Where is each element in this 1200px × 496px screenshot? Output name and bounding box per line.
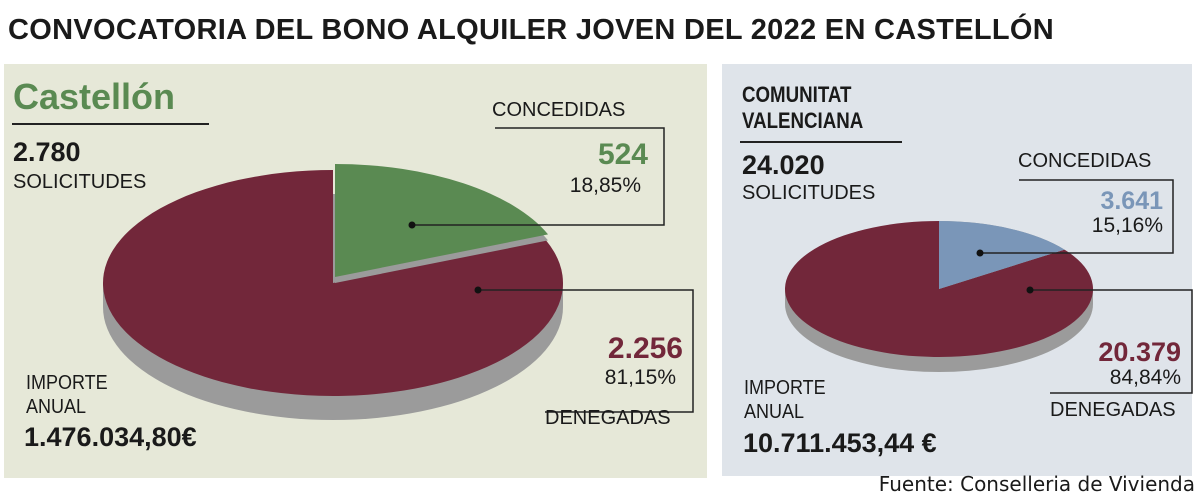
castellon-denied-label: DENEGADAS — [545, 407, 671, 429]
cv-amount-label-1: IMPORTE — [744, 377, 826, 399]
cv-applications: 24.020 — [742, 150, 825, 180]
cv-denied-value: 20.379 — [1098, 337, 1181, 367]
divider — [740, 141, 902, 143]
castellon-amount-label-1: IMPORTE — [26, 372, 108, 394]
castellon-granted-label: CONCEDIDAS — [492, 99, 626, 121]
cv-denied-leader-dot — [1026, 286, 1034, 294]
cv-granted-percent: 15,16% — [1091, 214, 1163, 237]
cv-title-2: VALENCIANA — [742, 108, 864, 133]
castellon-denied-leader-dot — [474, 286, 482, 294]
castellon-granted-leader — [412, 127, 665, 226]
castellon-slice-concedidas — [335, 164, 549, 277]
page-title: CONVOCATORIA DEL BONO ALQUILER JOVEN DEL… — [8, 14, 1054, 46]
cv-denied-percent: 84,84% — [1109, 366, 1181, 389]
castellon-denied-leader — [478, 289, 694, 413]
castellon-applications-label: SOLICITUDES — [13, 171, 147, 193]
cv-granted-leader — [980, 179, 1174, 254]
castellon-granted-leader-dot — [408, 221, 416, 229]
castellon-granted-value: 524 — [597, 138, 648, 171]
cv-denied-label: DENEGADAS — [1050, 399, 1176, 421]
castellon-slice-denegadas — [102, 170, 563, 396]
castellon-title: Castellón — [13, 76, 176, 117]
cv-slice-concedidas — [939, 221, 1065, 289]
cv-granted-label: CONCEDIDAS — [1018, 150, 1152, 172]
cv-title-1: COMUNITAT — [742, 82, 852, 107]
castellon-denied-percent: 81,15% — [604, 366, 676, 389]
cv-amount: 10.711.453,44 € — [743, 428, 937, 458]
cv-denied-leader — [1030, 289, 1193, 394]
cv-granted-value: 3.641 — [1100, 187, 1163, 215]
cv-amount-label-2: ANUAL — [744, 401, 805, 423]
source-note: Fuente: Conselleria de Vivienda — [878, 472, 1195, 496]
castellon-amount: 1.476.034,80€ — [24, 422, 197, 452]
cv-slice-denegadas — [784, 221, 1093, 357]
cv-granted-leader-dot — [976, 249, 984, 257]
cv-applications-label: SOLICITUDES — [742, 182, 876, 204]
castellon-applications: 2.780 — [13, 137, 81, 167]
divider — [12, 123, 209, 125]
castellon-granted-percent: 18,85% — [569, 174, 641, 197]
castellon-denied-value: 2.256 — [607, 332, 683, 365]
castellon-amount-label-2: ANUAL — [26, 396, 87, 418]
